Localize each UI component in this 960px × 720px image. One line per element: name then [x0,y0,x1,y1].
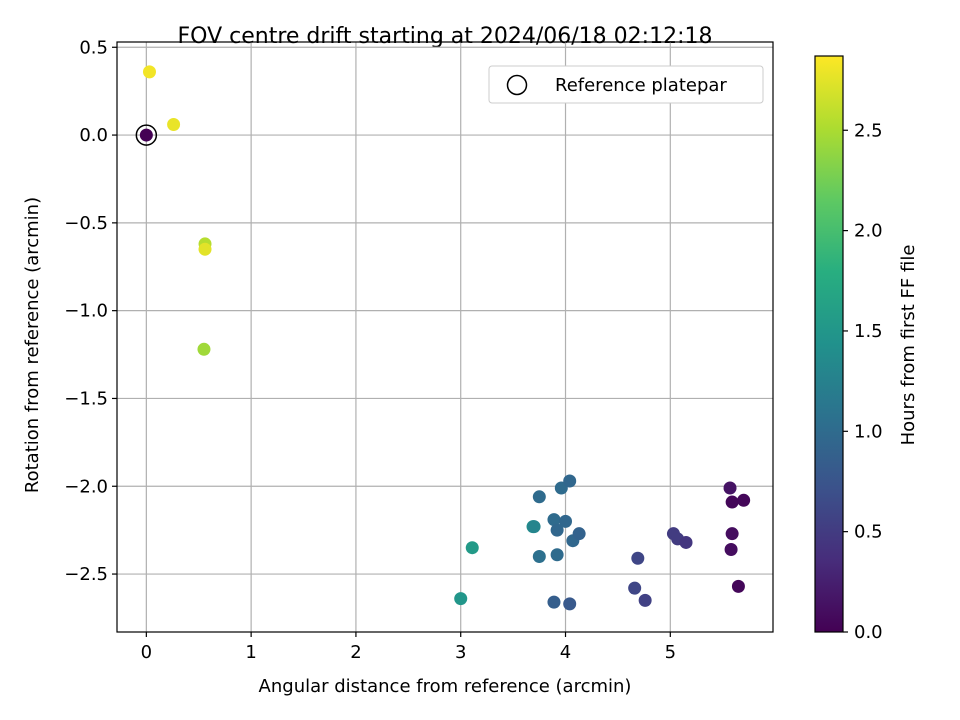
x-axis-ticks: 0 1 2 3 4 5 [141,632,676,663]
y-tick-label: −1.0 [64,301,108,322]
y-axis-label: Rotation from reference (arcmin) [22,197,43,493]
legend-box [488,65,764,104]
reference-marker [135,124,158,146]
colorbar-tick-label: 0.5 [854,522,883,543]
y-tick-label: 0.0 [79,125,108,146]
y-tick-label: −0.5 [64,213,108,234]
x-tick-label: 4 [560,642,571,663]
data-point [550,548,564,562]
colorbar-tick-label: 1.0 [854,421,883,442]
data-point [547,595,561,609]
data-point [559,514,573,528]
data-point [638,593,652,607]
x-tick-label: 1 [245,642,256,663]
y-tick-label: −2.5 [64,564,108,585]
data-point [737,493,751,507]
data-point [532,490,546,504]
data-points [142,65,751,611]
data-point [725,527,739,541]
data-point [465,541,479,555]
data-point [550,523,564,537]
y-tick-label: −2.0 [64,476,108,497]
colorbar-tick-label: 0.0 [854,622,883,643]
data-point [563,597,577,611]
colorbar-ticks: 0.0 0.5 1.0 1.5 2.0 2.5 [843,120,883,643]
x-tick-label: 0 [141,642,152,663]
data-point [731,579,745,593]
data-point [723,481,737,495]
x-tick-label: 5 [665,642,676,663]
x-tick-label: 2 [350,642,361,663]
legend-open-circle-icon [506,74,528,96]
data-point [142,65,156,79]
data-point [631,551,645,565]
colorbar-tick-label: 1.5 [854,321,883,342]
data-point [167,118,181,132]
data-point [572,527,586,541]
colorbar-tick-label: 2.5 [854,120,883,141]
data-point [197,342,211,356]
data-point [198,242,212,256]
reference-point [139,128,153,142]
colorbar: 0.0 0.5 1.0 1.5 2.0 2.5 Hours from first FF f… [814,55,919,643]
x-axis-label: Angular distance from reference (arcmin) [259,676,632,697]
x-tick-label: 3 [455,642,466,663]
y-tick-label: −1.5 [64,388,108,409]
y-axis-ticks: 0.5 0.0 −0.5 −1.0 −1.5 −2.0 −2.5 [64,37,117,585]
grid [117,42,773,632]
data-point [547,513,561,527]
legend-label-reference: Reference platepar [555,75,727,96]
legend: Reference platepar [488,65,764,104]
data-point [679,535,693,549]
data-point [628,581,642,595]
colorbar-label: Hours from first FF file [898,245,919,446]
data-point [563,474,577,488]
data-point [454,592,468,606]
data-point [527,520,541,534]
colorbar-gradient [815,56,843,632]
chart-title: FOV centre drift starting at 2024/06/18 … [178,24,713,49]
plot-frame [116,41,774,633]
data-point [724,542,738,556]
colorbar-frame [814,55,844,633]
y-tick-label: 0.5 [79,37,108,58]
reference-open-circle-icon [135,124,158,146]
data-point [725,495,739,509]
data-point [532,549,546,563]
colorbar-tick-label: 2.0 [854,221,883,242]
